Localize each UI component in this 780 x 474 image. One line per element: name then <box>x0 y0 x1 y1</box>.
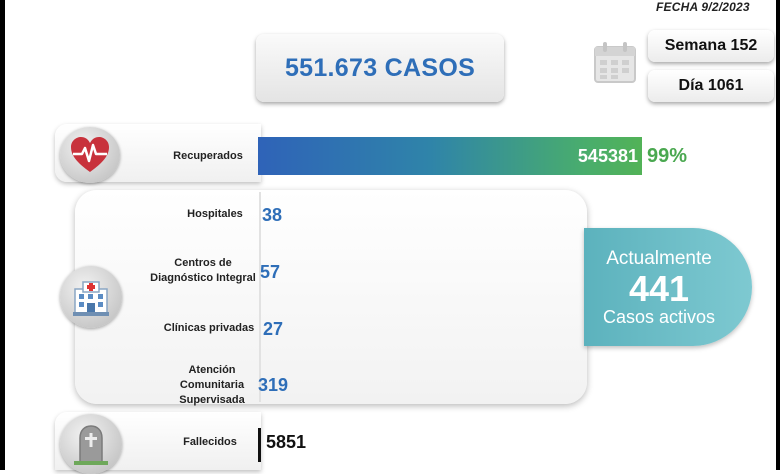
hospitals-value: 38 <box>262 205 283 225</box>
cdi-value: 57 <box>260 262 281 282</box>
deaths-label: Fallecidos <box>183 436 237 448</box>
private-clinics-label: Clínicas privadas <box>163 322 255 334</box>
acs-value: 319 <box>258 375 289 395</box>
deaths-marker <box>258 428 261 462</box>
hospitals-label: Hospitales <box>187 208 243 220</box>
date-label: FECHA 9/2/2023 <box>656 0 750 14</box>
recovered-bar: 545381 <box>258 137 642 175</box>
hospitalization-divider <box>259 192 261 402</box>
recovered-percent: 99% <box>647 145 688 167</box>
total-cases-text: 551.673 CASOS <box>284 53 476 82</box>
left-border <box>0 0 5 470</box>
tombstone-icon <box>60 414 122 474</box>
active-cases-panel: Actualmente 441 Casos activos <box>584 228 752 346</box>
hospital-icon <box>60 266 122 328</box>
week-badge: Semana 152 <box>648 30 774 62</box>
active-cases-top-label: Actualmente <box>606 248 712 269</box>
calendar-icon <box>592 40 638 86</box>
recovered-value: 545381 <box>577 146 638 166</box>
acs-label: Atención Comunitaria Supervisada <box>179 364 245 406</box>
private-clinics-value: 27 <box>263 319 284 339</box>
total-cases-box: 551.673 CASOS <box>256 34 504 102</box>
hospitalization-panel <box>75 190 587 404</box>
right-border <box>776 0 780 470</box>
recovered-label: Recuperados <box>173 150 243 162</box>
cdi-label: Centros de Diagnóstico Integral <box>150 257 256 284</box>
heart-pulse-icon <box>60 127 120 183</box>
deaths-value: 5851 <box>266 432 307 452</box>
day-badge: Día 1061 <box>648 70 774 102</box>
active-cases-bottom-label: Casos activos <box>602 307 716 327</box>
active-cases-value: 441 <box>628 268 690 309</box>
